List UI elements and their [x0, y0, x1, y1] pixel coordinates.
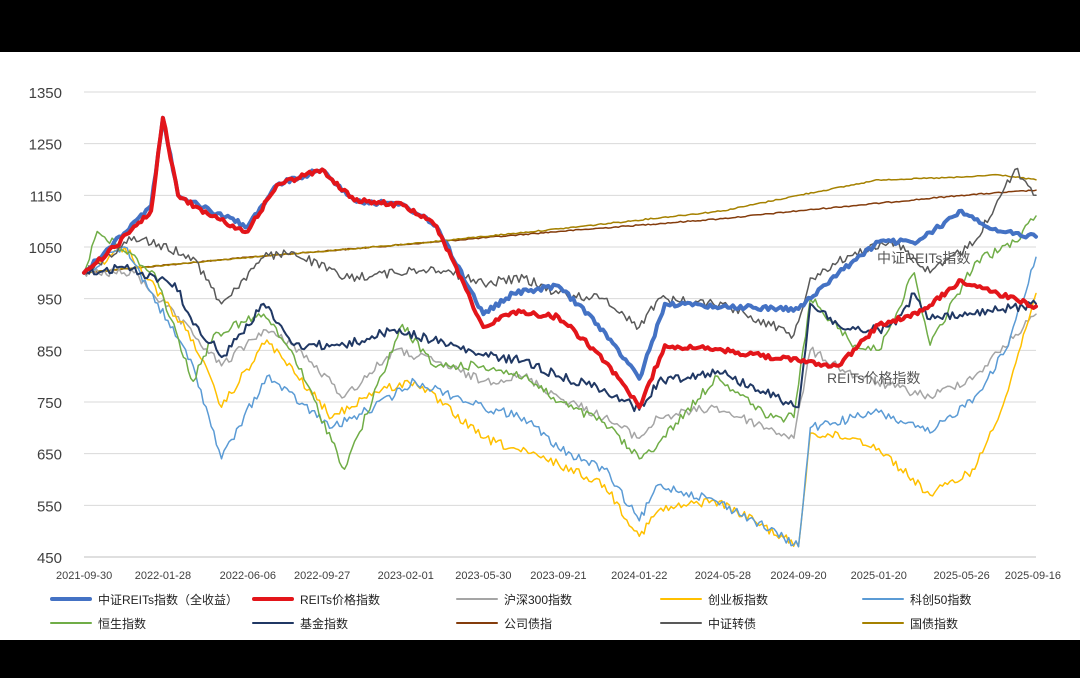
legend-item: REITs价格指数	[252, 588, 380, 610]
x-tick-label: 2022-01-28	[135, 570, 191, 582]
series-line	[83, 167, 1037, 339]
legend-item: 中证REITs指数（全收益）	[50, 588, 238, 610]
y-tick-label: 950	[37, 292, 62, 309]
line-chart: 450 550 650 750 850 950 1050 1150 1250 1350 2021-…	[29, 85, 1061, 582]
x-tick-label: 2024-01-22	[611, 570, 667, 582]
legend-item: 沪深300指数	[456, 588, 572, 610]
legend-swatch	[862, 622, 904, 624]
series-line	[83, 246, 1037, 548]
legend-label: 公司债指	[504, 616, 553, 631]
legend: 中证REITs指数（全收益） REITs价格指数 沪深300指数 创业板指数 科创50指…	[0, 588, 1080, 638]
y-axis-tick-labels: 450 550 650 750 850 950 1050 1150 1250 1350	[29, 85, 62, 567]
series-line	[83, 215, 1037, 470]
x-tick-label: 2021-09-30	[56, 570, 112, 582]
legend-item: 国债指数	[862, 612, 958, 634]
legend-swatch	[252, 597, 294, 601]
chart-panel: 450 550 650 750 850 950 1050 1150 1250 1350 2021-…	[0, 52, 1080, 640]
x-tick-label: 2023-09-21	[530, 570, 586, 582]
legend-item: 创业板指数	[660, 588, 768, 610]
legend-swatch	[456, 622, 498, 624]
x-tick-label: 2022-06-06	[220, 570, 276, 582]
legend-swatch	[660, 598, 702, 600]
series-line	[83, 246, 1037, 548]
legend-label: REITs价格指数	[300, 592, 381, 607]
legend-label: 中证REITs指数（全收益）	[98, 592, 239, 607]
legend-item: 科创50指数	[862, 588, 971, 610]
legend-label: 国债指数	[910, 616, 959, 631]
y-tick-label: 1350	[29, 85, 62, 102]
x-tick-label: 2023-02-01	[378, 570, 434, 582]
legend-label: 创业板指数	[708, 592, 769, 607]
legend-swatch	[862, 598, 904, 600]
y-tick-label: 650	[37, 447, 62, 464]
series-line	[83, 267, 1037, 440]
y-tick-label: 1050	[29, 240, 62, 257]
legend-swatch	[50, 597, 92, 601]
x-axis-tick-labels: 2021-09-30 2022-01-28 2022-06-06 2022-09-27…	[56, 570, 1061, 582]
y-tick-label: 1250	[29, 137, 62, 154]
legend-swatch	[456, 598, 498, 600]
legend-label: 中证转债	[708, 616, 757, 631]
y-tick-label: 1150	[30, 188, 62, 205]
legend-swatch	[50, 622, 92, 624]
legend-swatch	[660, 622, 702, 624]
x-tick-label: 2023-05-30	[455, 570, 511, 582]
legend-swatch	[252, 622, 294, 624]
legend-label: 沪深300指数	[504, 592, 573, 607]
legend-item: 中证转债	[660, 612, 756, 634]
legend-label: 基金指数	[300, 616, 349, 631]
legend-item: 基金指数	[252, 612, 348, 634]
series-line	[83, 173, 1037, 274]
x-tick-label: 2022-09-27	[294, 570, 350, 582]
legend-item: 恒生指数	[50, 612, 146, 634]
x-tick-label: 2024-05-28	[695, 570, 751, 582]
legend-label: 科创50指数	[910, 592, 972, 607]
series-lines	[82, 115, 1038, 548]
series-line	[82, 115, 1038, 381]
x-tick-label: 2025-05-26	[934, 570, 990, 582]
series-line	[82, 115, 1038, 410]
y-tick-label: 550	[37, 498, 62, 515]
x-tick-label: 2025-09-16	[1005, 570, 1061, 582]
legend-item: 公司债指	[456, 612, 552, 634]
x-tick-label: 2025-01-20	[851, 570, 907, 582]
x-tick-label: 2024-09-20	[770, 570, 826, 582]
y-tick-label: 450	[37, 550, 62, 567]
y-tick-label: 750	[37, 395, 62, 412]
y-tick-label: 850	[37, 343, 62, 360]
gridlines	[84, 91, 1036, 558]
annotation-reits-price: REITs价格指数	[827, 370, 921, 386]
annotation-reits-total: 中证REITs指数	[877, 250, 971, 266]
legend-label: 恒生指数	[98, 616, 147, 631]
